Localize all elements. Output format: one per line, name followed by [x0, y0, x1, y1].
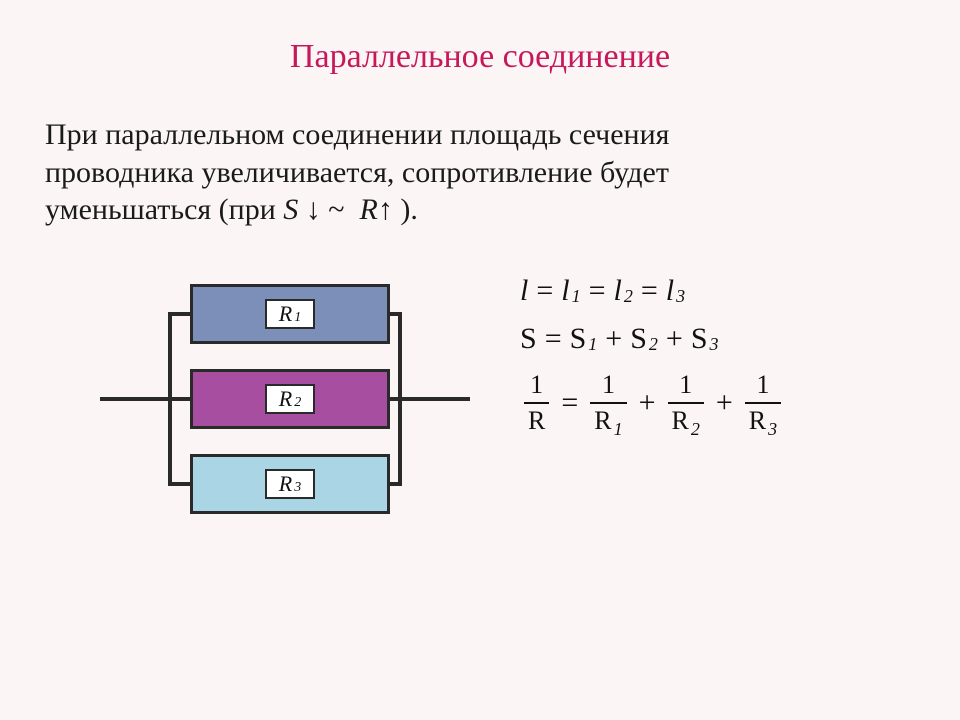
eq1-t2: l: [614, 274, 622, 308]
eq2-t1: S: [570, 322, 587, 356]
eq3-p2: +: [716, 386, 733, 420]
eq3-f3-den: R 3: [745, 406, 781, 436]
eq3-f2: 1 R 2: [668, 370, 704, 436]
eq1-eq2: =: [641, 274, 658, 308]
description-paragraph: При параллельном соединении площадь сече…: [0, 76, 960, 229]
eq3-f1-num: 1: [598, 370, 619, 400]
wire-lead-right: [400, 397, 470, 401]
eq1-s1: 1: [572, 286, 581, 307]
wire-stub-l1: [170, 312, 192, 316]
eq1-t1: l: [561, 274, 569, 308]
eq2-s1: 1: [588, 334, 597, 355]
eq3-f3-den-sym: R: [749, 406, 766, 436]
eq2-t3: S: [691, 322, 708, 356]
eq3-f2-den-sub: 2: [691, 419, 700, 440]
desc-close: ).: [393, 193, 418, 226]
eq3-f2-den-sym: R: [672, 406, 689, 436]
arrow-down-icon: ↓: [306, 193, 321, 226]
wire-stub-r2: [388, 397, 402, 401]
eq3-f3-den-sub: 3: [768, 419, 777, 440]
content-row: R 1 R 2 R 3 l = l 1 = l 2: [0, 264, 960, 534]
resistor-r1: R 1: [190, 284, 390, 344]
eq2-s3: 3: [710, 334, 719, 355]
eq3-f3-num: 1: [752, 370, 773, 400]
eq3-f1-den: R 1: [590, 406, 626, 436]
eq1-s3: 3: [676, 286, 685, 307]
equation-resistance: 1 R = 1 R 1 + 1 R 2: [520, 370, 785, 436]
eq2-s2: 2: [649, 334, 658, 355]
eq3-f1-den-sym: R: [594, 406, 611, 436]
resistor-r1-label: R 1: [265, 299, 315, 329]
eq1-t3: l: [666, 274, 674, 308]
eq2-p2: +: [666, 322, 683, 356]
resistor-r3-label-sub: 3: [294, 480, 301, 496]
desc-line1: При параллельном соединении площадь сече…: [45, 118, 669, 151]
wire-stub-r3: [388, 482, 402, 486]
arrow-up-icon: ↑: [378, 193, 393, 226]
resistor-r3: R 3: [190, 454, 390, 514]
eq3-lhs-num: 1: [526, 370, 547, 400]
resistor-r3-label-main: R: [279, 471, 292, 497]
eq3-p1: +: [639, 386, 656, 420]
wire-lead-left: [100, 397, 170, 401]
resistor-r2-label: R 2: [265, 384, 315, 414]
resistor-r1-label-sub: 1: [294, 310, 301, 326]
eq1-eq1: =: [589, 274, 606, 308]
resistor-r2-label-sub: 2: [294, 395, 301, 411]
eq2-lhs: S: [520, 322, 537, 356]
resistor-r2-label-main: R: [279, 386, 292, 412]
equation-length: l = l 1 = l 2 = l 3: [520, 274, 785, 308]
desc-line3-pre: уменьшаться (при: [45, 193, 283, 226]
eq1-lhs: l: [520, 274, 528, 308]
eq3-lhs-frac: 1 R: [524, 370, 549, 436]
eq3-f2-den: R 2: [668, 406, 704, 436]
desc-line2: проводника увеличивается, сопротивление …: [45, 156, 669, 189]
equation-area: S = S 1 + S 2 + S 3: [520, 322, 785, 356]
eq3-eq: =: [561, 386, 578, 420]
wire-stub-l2: [170, 397, 192, 401]
tilde: ~: [328, 193, 344, 226]
parallel-circuit-diagram: R 1 R 2 R 3: [100, 264, 480, 534]
frac-bar-icon: [590, 402, 626, 404]
resistor-r3-label: R 3: [265, 469, 315, 499]
equations-block: l = l 1 = l 2 = l 3 S = S 1 + S 2 + S 3 …: [480, 264, 785, 534]
eq3-f3: 1 R 3: [745, 370, 781, 436]
resistor-r1-label-main: R: [279, 301, 292, 327]
eq3-f1-den-sub: 1: [614, 419, 623, 440]
frac-bar-icon: [524, 402, 549, 404]
page-title: Параллельное соединение: [0, 0, 960, 76]
wire-stub-r1: [388, 312, 402, 316]
frac-bar-icon: [668, 402, 704, 404]
eq1-eq0: =: [536, 274, 553, 308]
symbol-S: S: [283, 193, 298, 226]
eq2-p1: +: [605, 322, 622, 356]
eq3-lhs-den: R: [524, 406, 549, 436]
eq2-eq: =: [545, 322, 562, 356]
wire-stub-l3: [170, 482, 192, 486]
eq3-f1: 1 R 1: [590, 370, 626, 436]
eq1-s2: 2: [624, 286, 633, 307]
eq3-f2-num: 1: [675, 370, 696, 400]
eq2-t2: S: [630, 322, 647, 356]
resistor-r2: R 2: [190, 369, 390, 429]
symbol-R: R: [360, 193, 378, 226]
frac-bar-icon: [745, 402, 781, 404]
